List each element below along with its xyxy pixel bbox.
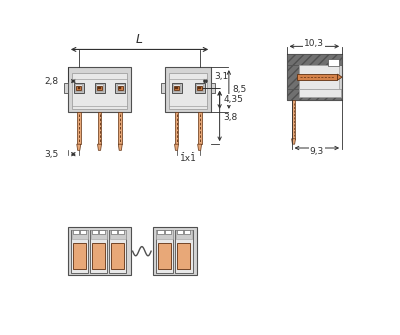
Polygon shape <box>98 144 102 150</box>
Text: 1x1: 1x1 <box>180 153 196 162</box>
Bar <box>110 229 126 239</box>
Bar <box>72 229 88 239</box>
Bar <box>157 230 164 234</box>
Bar <box>287 54 342 100</box>
Text: 3,8: 3,8 <box>224 113 238 122</box>
Bar <box>92 230 98 234</box>
Bar <box>165 67 211 112</box>
Bar <box>68 67 131 112</box>
Bar <box>115 83 125 93</box>
Bar <box>287 89 342 100</box>
Bar <box>198 112 202 144</box>
Bar <box>169 73 207 109</box>
Bar <box>184 230 190 234</box>
Bar <box>71 229 88 273</box>
Bar <box>287 65 299 89</box>
Bar <box>94 83 104 93</box>
Bar <box>174 86 179 90</box>
Bar <box>119 87 122 89</box>
Polygon shape <box>292 139 296 144</box>
Bar <box>64 82 68 93</box>
Bar <box>118 86 123 90</box>
Bar <box>176 230 183 234</box>
Bar <box>176 229 192 239</box>
Bar <box>156 229 173 239</box>
Bar <box>110 230 117 234</box>
Bar <box>117 84 124 91</box>
Bar <box>90 229 108 273</box>
Bar <box>161 82 165 93</box>
Polygon shape <box>118 144 122 150</box>
Bar <box>198 87 201 89</box>
Bar <box>153 227 197 275</box>
Bar <box>72 230 79 234</box>
Bar <box>174 112 178 144</box>
Bar <box>118 112 122 144</box>
Bar <box>92 243 105 269</box>
Polygon shape <box>198 144 202 150</box>
Bar <box>118 230 124 234</box>
Text: 8,5: 8,5 <box>233 85 247 94</box>
Text: 10,3: 10,3 <box>304 39 324 48</box>
Text: 2,8: 2,8 <box>44 76 59 85</box>
Bar <box>299 89 340 97</box>
Polygon shape <box>338 74 342 80</box>
Bar <box>195 83 205 93</box>
Bar <box>97 86 102 90</box>
Bar <box>76 86 81 90</box>
Bar <box>287 54 342 65</box>
Bar <box>175 229 193 273</box>
Bar <box>298 74 338 80</box>
Bar <box>172 83 182 93</box>
Text: 4,35: 4,35 <box>224 95 243 105</box>
Bar <box>98 112 102 144</box>
Bar <box>156 229 174 273</box>
Polygon shape <box>77 144 81 150</box>
Text: 9,3: 9,3 <box>310 147 324 155</box>
Bar <box>78 87 80 89</box>
Bar <box>158 243 171 269</box>
Bar <box>164 230 171 234</box>
Bar <box>328 59 339 66</box>
Bar <box>96 84 103 91</box>
Bar <box>98 87 101 89</box>
Bar <box>111 243 124 269</box>
Bar <box>109 229 126 273</box>
Bar <box>292 100 296 139</box>
Bar <box>77 112 81 144</box>
Bar <box>68 227 131 275</box>
Polygon shape <box>174 144 178 150</box>
Text: 3,5: 3,5 <box>44 150 59 159</box>
Bar <box>299 65 339 89</box>
Bar <box>72 73 127 109</box>
Bar <box>177 243 190 269</box>
Bar <box>175 87 178 89</box>
Bar <box>74 83 84 93</box>
Bar <box>75 84 82 91</box>
Bar <box>80 230 86 234</box>
Text: L: L <box>136 34 143 46</box>
Bar <box>73 243 86 269</box>
Bar <box>173 84 180 91</box>
Bar <box>99 230 105 234</box>
Bar <box>211 82 215 93</box>
Bar <box>91 229 107 239</box>
Text: 3,1: 3,1 <box>214 72 228 81</box>
Bar <box>196 84 203 91</box>
Bar <box>197 86 202 90</box>
